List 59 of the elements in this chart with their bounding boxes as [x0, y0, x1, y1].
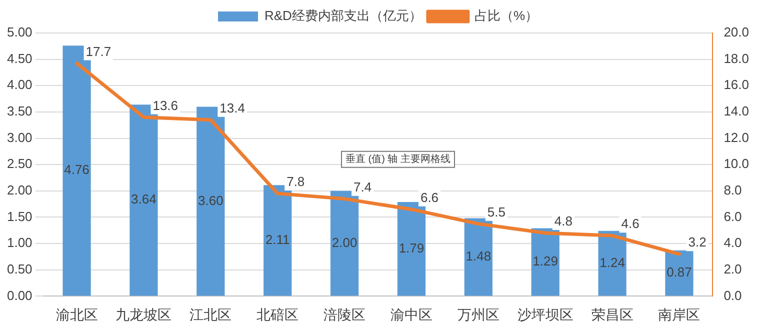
- legend-label: R&D经费内部支出（亿元）: [264, 8, 422, 24]
- y-tick-label: 4.00: [6, 77, 32, 92]
- y2-tick-label: 6.0: [724, 208, 742, 224]
- y-tick-label: 5.00: [6, 24, 32, 40]
- y2-tick-label: 16.0: [724, 77, 750, 92]
- data-label: 0.87: [666, 264, 692, 280]
- data-label: 5.5: [487, 204, 506, 220]
- x-tick-label: 渝中区: [390, 306, 432, 322]
- data-label: 2.11: [265, 232, 290, 247]
- x-tick-label: 荣昌区: [591, 306, 634, 322]
- y-tick-label: 3.00: [6, 130, 32, 145]
- data-label: 13.6: [152, 98, 178, 113]
- y-tick-label: 1.00: [6, 235, 32, 250]
- x-tick-label: 南岸区: [658, 306, 700, 322]
- data-label: 3.2: [688, 234, 706, 250]
- y-tick-label: 0.50: [6, 261, 32, 276]
- data-label: 7.4: [354, 179, 372, 194]
- y2-tick-label: 8.0: [724, 182, 742, 198]
- y2-tick-label: 4.0: [724, 235, 742, 250]
- y-tick-label: 0.00: [6, 288, 32, 303]
- y2-tick-label: 12.0: [724, 130, 750, 145]
- data-label: 1.24: [600, 254, 625, 270]
- x-tick-label: 沙坪坝区: [517, 306, 574, 322]
- bar: [598, 230, 626, 296]
- legend-label: 占比（%）: [474, 8, 538, 24]
- data-label: 2.00: [332, 234, 358, 250]
- x-tick-label: 北碚区: [256, 306, 299, 322]
- data-label: 17.7: [86, 44, 112, 59]
- data-label: 4.76: [64, 162, 90, 178]
- data-label: 4.8: [554, 214, 572, 229]
- x-tick-label: 江北区: [190, 306, 232, 322]
- data-label: 3.60: [198, 192, 224, 208]
- x-tick-label: 涪陵区: [324, 306, 366, 322]
- y2-tick-label: 0.0: [724, 288, 742, 303]
- y2-tick-label: 20.0: [724, 24, 750, 40]
- y-tick-label: 2.50: [6, 156, 32, 172]
- y2-tick-label: 2.0: [724, 261, 742, 276]
- y-tick-label: 4.50: [6, 50, 32, 66]
- y2-tick-label: 10.0: [724, 156, 750, 172]
- data-label: 1.29: [532, 254, 558, 269]
- y2-tick-label: 18.0: [724, 50, 750, 66]
- x-tick-label: 渝北区: [56, 306, 98, 322]
- y2-tick-label: 14.0: [724, 104, 750, 119]
- data-label: 1.48: [466, 248, 492, 264]
- y-tick-label: 2.00: [6, 182, 32, 198]
- data-label: 7.8: [286, 174, 305, 190]
- data-label: 4.6: [621, 216, 640, 232]
- x-tick-label: 九龙坡区: [116, 306, 172, 322]
- x-tick-label: 万州区: [457, 306, 500, 322]
- bar: [264, 185, 292, 296]
- bar: [397, 202, 426, 296]
- y-tick-label: 3.50: [6, 104, 32, 119]
- data-label: 1.79: [398, 240, 424, 256]
- y-tick-label: 1.50: [6, 208, 32, 224]
- data-label: 13.4: [220, 100, 245, 116]
- annotation: 垂直 (值) 轴 主要网格线: [346, 153, 450, 166]
- data-label: 3.64: [131, 192, 156, 207]
- data-label: 6.6: [420, 190, 439, 205]
- bar: [330, 190, 359, 296]
